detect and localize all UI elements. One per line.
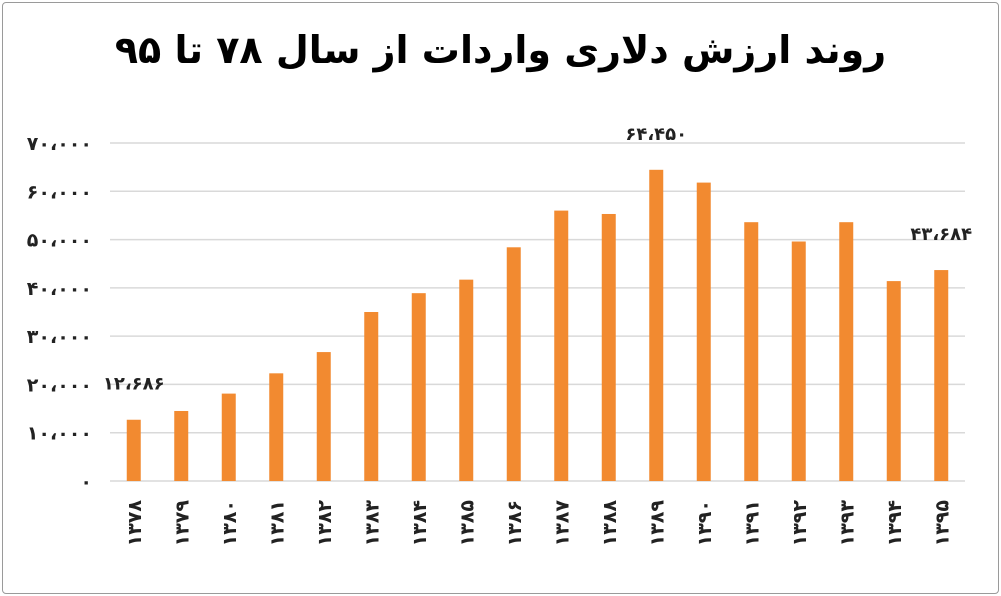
y-tick-label: ۰	[80, 471, 92, 493]
bar	[934, 270, 949, 481]
x-tick-label: ۱۳۸۵	[456, 500, 478, 547]
y-tick-label: ۷۰،۰۰۰	[27, 133, 92, 155]
bars	[126, 169, 949, 482]
y-tick-label: ۶۰،۰۰۰	[27, 181, 92, 203]
bar	[411, 293, 426, 481]
x-tick-label: ۱۳۸۶	[504, 500, 526, 546]
chart-title: روند ارزش دلاری واردات از سال ۷۸ تا ۹۵	[114, 28, 887, 72]
x-tick-label: ۱۳۸۴	[409, 500, 431, 546]
data-label: ۱۲،۶۸۶	[103, 374, 165, 395]
x-tick-label: ۱۳۸۹	[646, 500, 668, 547]
x-tick-label: ۱۳۹۳	[836, 500, 858, 547]
bar	[126, 419, 141, 481]
x-tick-label: ۱۳۸۲	[314, 500, 336, 547]
y-tick-label: ۴۰،۰۰۰	[27, 278, 92, 300]
y-tick-label: ۳۰،۰۰۰	[27, 326, 92, 348]
bar	[174, 410, 189, 481]
bar	[886, 281, 901, 481]
y-tick-label: ۱۰،۰۰۰	[27, 423, 92, 445]
x-tick-label: ۱۳۸۸	[599, 500, 621, 547]
bar	[839, 222, 854, 481]
x-tick-label: ۱۳۸۰	[219, 500, 241, 546]
bar	[696, 182, 711, 481]
y-axis-ticks: ۰ ۱۰،۰۰۰ ۲۰،۰۰۰ ۳۰،۰۰۰ ۴۰،۰۰۰ ۵۰،۰۰۰ ۶۰،۰۰۰ ۷۰،…	[27, 133, 92, 493]
data-labels: ۱۲،۶۸۶ ۶۴،۴۵۰ ۴۳،۶۸۴	[103, 124, 972, 395]
bar	[364, 312, 379, 481]
y-tick-label: ۲۰،۰۰۰	[27, 374, 92, 396]
x-tick-label: ۱۳۸۷	[551, 500, 573, 547]
bar	[601, 213, 616, 482]
data-label: ۴۳،۶۸۴	[910, 224, 972, 245]
x-axis-ticks: ۱۳۷۸ ۱۳۷۹ ۱۳۸۰ ۱۳۸۱ ۱۳۸۲ ۱۳۸۳ ۱۳۸۴ ۱۳۸۵ ۱۳۸۶ ۱۳۸۷…	[124, 500, 954, 547]
bar	[316, 352, 331, 481]
x-tick-label: ۱۳۸۱	[266, 500, 288, 546]
bar	[744, 222, 759, 481]
bar	[221, 393, 236, 481]
x-tick-label: ۱۳۹۵	[931, 500, 953, 547]
bar	[506, 247, 521, 481]
bar	[791, 241, 806, 481]
x-tick-label: ۱۳۸۳	[361, 500, 383, 547]
x-tick-label: ۱۳۹۱	[741, 500, 763, 546]
x-tick-label: ۱۳۷۸	[124, 500, 146, 547]
x-tick-label: ۱۳۹۲	[789, 500, 811, 547]
data-label: ۶۴،۴۵۰	[625, 124, 687, 145]
bar	[649, 169, 664, 481]
x-tick-label: ۱۳۹۰	[694, 500, 716, 546]
y-tick-label: ۵۰،۰۰۰	[27, 230, 92, 252]
x-tick-label: ۱۳۹۴	[884, 500, 906, 546]
bar	[554, 210, 569, 481]
bar	[269, 373, 284, 481]
gridlines	[110, 142, 965, 482]
bar	[459, 279, 474, 481]
x-tick-label: ۱۳۷۹	[171, 500, 193, 547]
